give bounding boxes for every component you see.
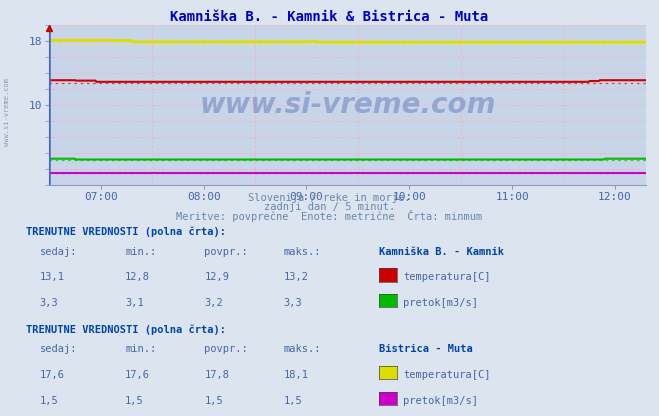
Text: maks.:: maks.: bbox=[283, 247, 321, 257]
Text: 17,6: 17,6 bbox=[125, 370, 150, 380]
Text: 1,5: 1,5 bbox=[40, 396, 58, 406]
Text: povpr.:: povpr.: bbox=[204, 247, 248, 257]
Text: maks.:: maks.: bbox=[283, 344, 321, 354]
Text: sedaj:: sedaj: bbox=[40, 344, 77, 354]
Text: temperatura[C]: temperatura[C] bbox=[403, 272, 491, 282]
Text: temperatura[C]: temperatura[C] bbox=[403, 370, 491, 380]
Text: 13,1: 13,1 bbox=[40, 272, 65, 282]
Text: 3,3: 3,3 bbox=[283, 298, 302, 308]
Text: 17,8: 17,8 bbox=[204, 370, 229, 380]
Text: 12,8: 12,8 bbox=[125, 272, 150, 282]
Text: 17,6: 17,6 bbox=[40, 370, 65, 380]
Text: www.si-vreme.com: www.si-vreme.com bbox=[3, 78, 10, 146]
Text: sedaj:: sedaj: bbox=[40, 247, 77, 257]
Text: TRENUTNE VREDNOSTI (polna črta):: TRENUTNE VREDNOSTI (polna črta): bbox=[26, 227, 226, 237]
Text: povpr.:: povpr.: bbox=[204, 344, 248, 354]
Text: Bistrica - Muta: Bistrica - Muta bbox=[379, 344, 473, 354]
Text: pretok[m3/s]: pretok[m3/s] bbox=[403, 396, 478, 406]
Text: zadnji dan / 5 minut.: zadnji dan / 5 minut. bbox=[264, 202, 395, 212]
Text: 3,1: 3,1 bbox=[125, 298, 144, 308]
Text: TRENUTNE VREDNOSTI (polna črta):: TRENUTNE VREDNOSTI (polna črta): bbox=[26, 324, 226, 335]
Text: Slovenija / reke in morje.: Slovenija / reke in morje. bbox=[248, 193, 411, 203]
Text: 1,5: 1,5 bbox=[283, 396, 302, 406]
Text: Kamniška B. - Kamnik: Kamniška B. - Kamnik bbox=[379, 247, 504, 257]
Text: pretok[m3/s]: pretok[m3/s] bbox=[403, 298, 478, 308]
Text: min.:: min.: bbox=[125, 344, 156, 354]
Text: 18,1: 18,1 bbox=[283, 370, 308, 380]
Text: Meritve: povprečne  Enote: metrične  Črta: minmum: Meritve: povprečne Enote: metrične Črta:… bbox=[177, 210, 482, 222]
Text: 1,5: 1,5 bbox=[204, 396, 223, 406]
Text: 12,9: 12,9 bbox=[204, 272, 229, 282]
Text: 3,2: 3,2 bbox=[204, 298, 223, 308]
Text: min.:: min.: bbox=[125, 247, 156, 257]
Text: 13,2: 13,2 bbox=[283, 272, 308, 282]
Text: 1,5: 1,5 bbox=[125, 396, 144, 406]
Text: Kamniška B. - Kamnik & Bistrica - Muta: Kamniška B. - Kamnik & Bistrica - Muta bbox=[171, 10, 488, 25]
Text: 3,3: 3,3 bbox=[40, 298, 58, 308]
Text: www.si-vreme.com: www.si-vreme.com bbox=[200, 91, 496, 119]
